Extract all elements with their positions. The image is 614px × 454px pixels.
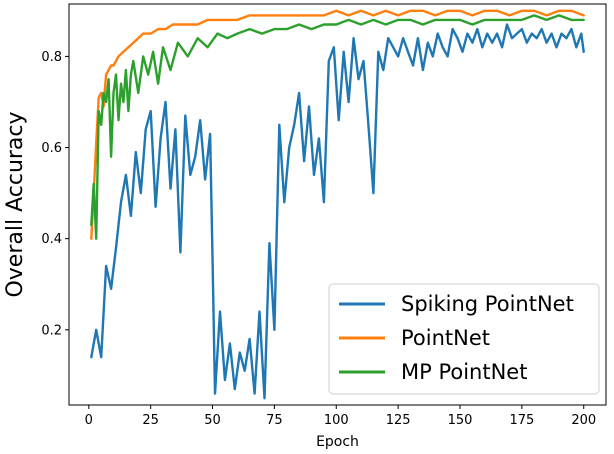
legend-label: MP PointNet (401, 360, 527, 384)
x-tick-label: 125 (386, 413, 411, 428)
x-tick-label: 100 (324, 413, 349, 428)
y-tick-label: 0.8 (41, 50, 62, 65)
y-tick-label: 0.2 (41, 323, 62, 338)
series-line-3 (90, 14, 585, 240)
x-tick-label: 0 (85, 413, 93, 428)
axes: 0 25 50 75 100 125 150 175 200 0.2 0.4 0.6 0.8 (41, 3, 607, 428)
x-tick-label: 150 (448, 413, 473, 428)
x-tick-label: 175 (509, 413, 534, 428)
legend: Spiking PointNet PointNet MP PointNet (328, 283, 600, 395)
series-line-1 (90, 23, 585, 400)
legend-label: PointNet (401, 326, 490, 350)
x-tick-label: 50 (204, 413, 221, 428)
plot-frame (68, 3, 607, 406)
y-axis-label: Overall Accuracy (3, 111, 28, 297)
x-axis-label: Epoch (316, 434, 359, 450)
legend-box (328, 283, 600, 395)
plot-lines (90, 9, 585, 400)
y-tick-label: 0.4 (41, 232, 62, 247)
y-tick-label: 0.6 (41, 141, 62, 156)
x-tick-label: 25 (142, 413, 159, 428)
legend-label: Spiking PointNet (401, 292, 574, 316)
series-line-2 (90, 9, 585, 240)
x-tick-label: 75 (266, 413, 283, 428)
x-tick-label: 200 (571, 413, 596, 428)
